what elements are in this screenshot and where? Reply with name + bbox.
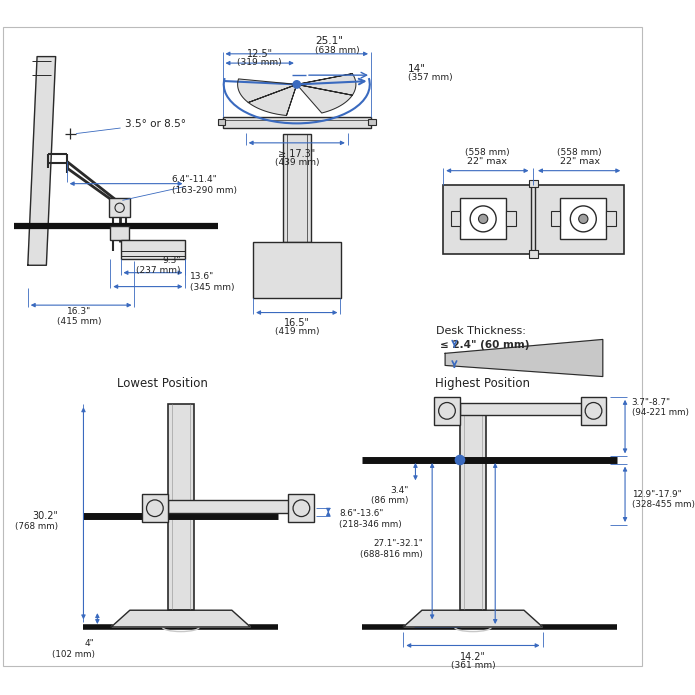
Bar (443, 185, 624, 254)
Polygon shape (297, 74, 356, 95)
Bar (222, 117, 371, 128)
Text: 14.2": 14.2" (460, 652, 486, 662)
Text: (638 mm): (638 mm) (316, 46, 360, 55)
Bar (218, 119, 225, 125)
Text: 12.9"-17.9": 12.9"-17.9" (632, 490, 681, 499)
Bar (450, 211, 460, 227)
Text: (688-816 mm): (688-816 mm) (360, 550, 423, 559)
Text: 3.7"-8.7": 3.7"-8.7" (632, 398, 671, 407)
Text: 8.6"-13.6": 8.6"-13.6" (339, 509, 384, 518)
Circle shape (455, 455, 465, 465)
Text: 22" max: 22" max (559, 157, 600, 166)
Polygon shape (28, 56, 56, 265)
Text: 3.4": 3.4" (391, 486, 409, 495)
Text: Lowest Position: Lowest Position (117, 377, 208, 391)
Text: 25.1": 25.1" (316, 36, 343, 46)
Text: (361 mm): (361 mm) (450, 662, 496, 671)
Bar (168, 500, 302, 513)
Circle shape (579, 214, 588, 224)
Text: 3.5° or 8.5°: 3.5° or 8.5° (125, 120, 186, 129)
Polygon shape (248, 84, 297, 115)
Text: (218-346 mm): (218-346 mm) (339, 521, 402, 530)
Bar (109, 199, 130, 217)
Bar (560, 199, 607, 239)
Bar (460, 402, 594, 416)
Polygon shape (445, 339, 603, 377)
Bar (580, 397, 607, 425)
Text: (419 mm): (419 mm) (275, 327, 319, 336)
Polygon shape (297, 84, 352, 113)
Text: 14": 14" (408, 64, 426, 74)
Bar (460, 404, 486, 610)
Text: (558 mm): (558 mm) (464, 147, 509, 156)
Bar (460, 199, 507, 239)
Text: (102 mm): (102 mm) (51, 651, 95, 660)
Text: Desk Thickness:: Desk Thickness: (436, 325, 525, 336)
Text: 9.3"
(237 mm): 9.3" (237 mm) (136, 256, 181, 275)
Text: 4": 4" (85, 639, 95, 648)
Bar (253, 242, 341, 297)
Bar (507, 211, 516, 227)
Bar (120, 240, 186, 259)
Text: 22" max: 22" max (467, 157, 507, 166)
Bar (142, 494, 168, 522)
Bar (288, 494, 314, 522)
Text: 12.5": 12.5" (247, 49, 272, 59)
Text: (768 mm): (768 mm) (15, 522, 58, 531)
Bar (168, 404, 194, 610)
Bar (607, 211, 616, 227)
Text: (328-455 mm): (328-455 mm) (632, 500, 694, 509)
Text: (558 mm): (558 mm) (557, 147, 602, 156)
Bar (551, 211, 560, 227)
Circle shape (479, 214, 488, 224)
Text: (439 mm): (439 mm) (275, 158, 319, 167)
Bar (111, 227, 129, 240)
Text: (94-221 mm): (94-221 mm) (632, 408, 689, 417)
Polygon shape (111, 610, 250, 627)
Circle shape (293, 81, 300, 88)
Polygon shape (403, 610, 543, 627)
Text: 6.4"-11.4"
(163-290 mm): 6.4"-11.4" (163-290 mm) (172, 175, 236, 195)
Bar (368, 119, 375, 125)
Polygon shape (238, 79, 297, 102)
Text: (86 mm): (86 mm) (371, 496, 409, 505)
Bar (529, 180, 538, 188)
Text: ≤ 2.4" (60 mm): ≤ 2.4" (60 mm) (441, 341, 530, 350)
Text: ≥ 17.3": ≥ 17.3" (278, 149, 316, 159)
Text: 13.6"
(345 mm): 13.6" (345 mm) (190, 272, 235, 292)
Bar (529, 250, 538, 258)
Text: Highest Position: Highest Position (435, 377, 530, 391)
Text: 16.5": 16.5" (284, 318, 310, 328)
Bar (283, 133, 311, 242)
Text: (319 mm): (319 mm) (238, 58, 282, 67)
Text: 27.1"-32.1": 27.1"-32.1" (373, 539, 423, 548)
Text: 16.3"
(415 mm): 16.3" (415 mm) (56, 306, 101, 326)
Text: 30.2": 30.2" (33, 511, 58, 521)
Bar (434, 397, 460, 425)
Text: (357 mm): (357 mm) (408, 72, 452, 81)
